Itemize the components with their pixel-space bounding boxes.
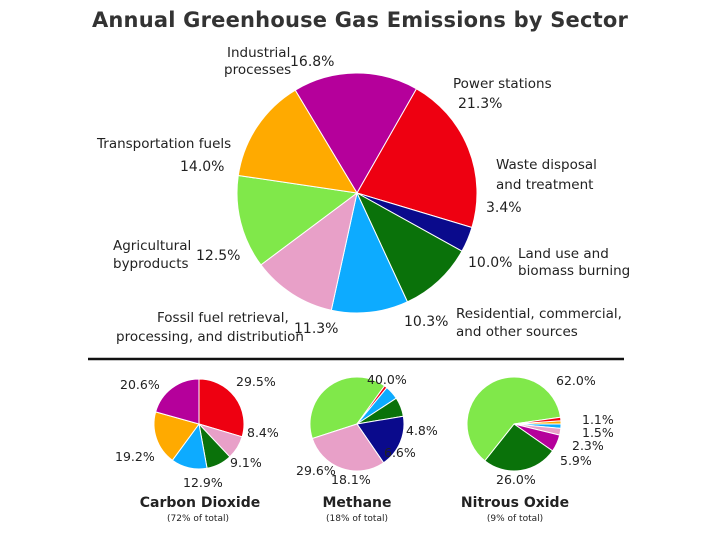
label-power: Power stations <box>453 76 552 92</box>
co2-slice-0 <box>198 378 245 438</box>
pct-industrial: 16.8% <box>290 54 334 70</box>
ch4-slice-5 <box>311 423 385 472</box>
label-industrial-2: processes <box>224 62 291 78</box>
ch4-slice-4 <box>356 415 405 464</box>
n2o-slice-6 <box>513 416 562 425</box>
label-waste-2: and treatment <box>496 177 593 193</box>
ch4-pct-1: 40.0% <box>367 372 407 387</box>
main-slice-3 <box>355 191 463 303</box>
label-fossil-1: Fossil fuel retrieval, <box>157 310 289 326</box>
label-residential-2: and other sources <box>456 324 578 340</box>
pct-agri: 12.5% <box>196 248 240 264</box>
co2-pct-4: 12.9% <box>183 475 223 490</box>
main-slice-1 <box>356 88 478 229</box>
label-transport: Transportation fuels <box>96 136 231 152</box>
co2-subtitle: (72% of total) <box>167 514 229 524</box>
main-slice-7 <box>237 89 358 194</box>
main-slice-0 <box>294 72 418 194</box>
pct-waste: 3.4% <box>486 200 522 216</box>
main-slice-4 <box>330 191 409 314</box>
n2o-pct-3: 2.3% <box>572 438 604 453</box>
co2-slice-4 <box>153 411 200 461</box>
pct-residential: 10.3% <box>404 314 448 330</box>
co2-title: Carbon Dioxide <box>140 495 261 511</box>
co2-pct-3: 9.1% <box>230 455 262 470</box>
label-waste-1: Waste disposal <box>496 157 597 173</box>
co2-pct-6: 20.6% <box>120 377 160 392</box>
pct-fossil: 11.3% <box>294 321 338 337</box>
ch4-subtitle: (18% of total) <box>326 514 388 524</box>
chart-title: Annual Greenhouse Gas Emissions by Secto… <box>91 8 629 32</box>
n2o-pct-5: 26.0% <box>496 472 536 487</box>
label-landuse-1: Land use and <box>518 246 609 262</box>
ch4-pct-3: 6.6% <box>384 445 416 460</box>
co2-pct-2: 8.4% <box>247 425 279 440</box>
ch4-title: Methane <box>323 495 392 511</box>
ch4-pct-2: 4.8% <box>406 423 438 438</box>
ch4-slice-0 <box>309 376 386 440</box>
label-agri-1: Agricultural <box>113 238 191 254</box>
ch4-pct-4: 18.1% <box>331 472 371 487</box>
ch4-pct-5: 29.6% <box>296 463 336 478</box>
label-residential-1: Residential, commercial, <box>456 306 622 322</box>
n2o-pct-6: 62.0% <box>556 373 596 388</box>
co2-pct-5: 19.2% <box>115 449 155 464</box>
n2o-subtitle: (9% of total) <box>487 514 543 524</box>
n2o-pct-1: 1.1% <box>582 412 614 427</box>
n2o-slice-4 <box>484 423 554 472</box>
n2o-title: Nitrous Oxide <box>461 495 569 511</box>
label-landuse-2: biomass burning <box>518 263 630 279</box>
n2o-slice-5 <box>466 376 562 462</box>
label-fossil-2: processing, and distribution <box>116 329 304 345</box>
pct-power: 21.3% <box>458 96 502 112</box>
co2-slice-5 <box>155 378 200 425</box>
n2o-pct-2: 1.5% <box>582 425 614 440</box>
co2-pct-1: 29.5% <box>236 374 276 389</box>
label-industrial-1: Industrial <box>227 45 290 61</box>
label-agri-2: byproducts <box>113 256 189 272</box>
main-slice-5 <box>260 191 358 311</box>
pct-transport: 14.0% <box>180 159 224 175</box>
n2o-pct-4: 5.9% <box>560 453 592 468</box>
main-slice-6 <box>236 174 359 266</box>
pct-landuse: 10.0% <box>468 255 512 271</box>
